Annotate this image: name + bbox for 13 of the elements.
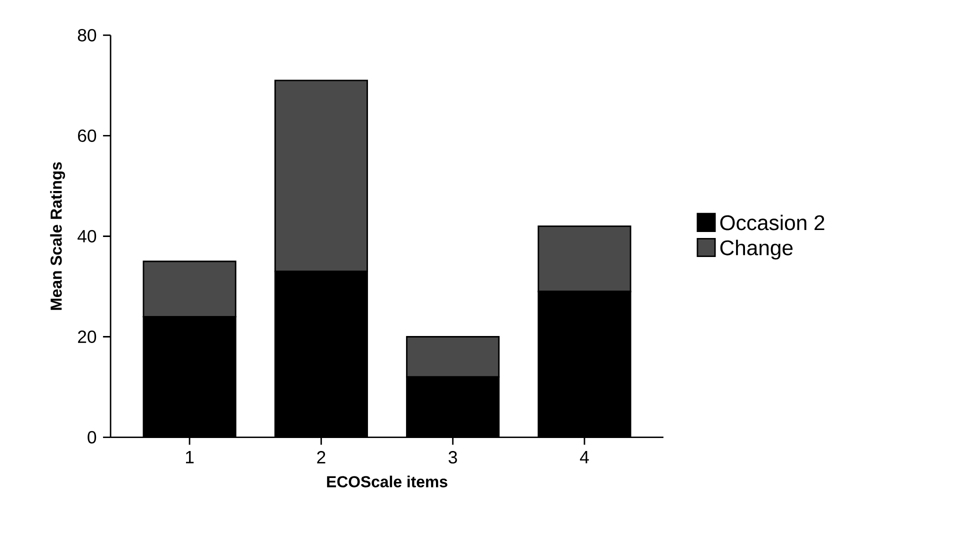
y-tick-label: 40 <box>78 230 96 243</box>
legend-label: Occasion 2 <box>720 214 824 230</box>
x-axis-title: ECOScale items <box>327 476 448 488</box>
x-tick-label: 2 <box>317 451 326 464</box>
y-tick-label: 60 <box>78 130 96 142</box>
y-tick-label: 0 <box>88 431 96 444</box>
x-tick-label: 4 <box>580 451 589 464</box>
legend-label: Change <box>720 240 793 260</box>
y-tick-label: 80 <box>78 29 96 42</box>
y-tick-label: 20 <box>78 330 96 344</box>
x-tick-label: 1 <box>186 451 194 464</box>
y-axis-title: Mean Scale Ratings <box>50 162 66 310</box>
x-tick-label: 3 <box>448 451 457 464</box>
